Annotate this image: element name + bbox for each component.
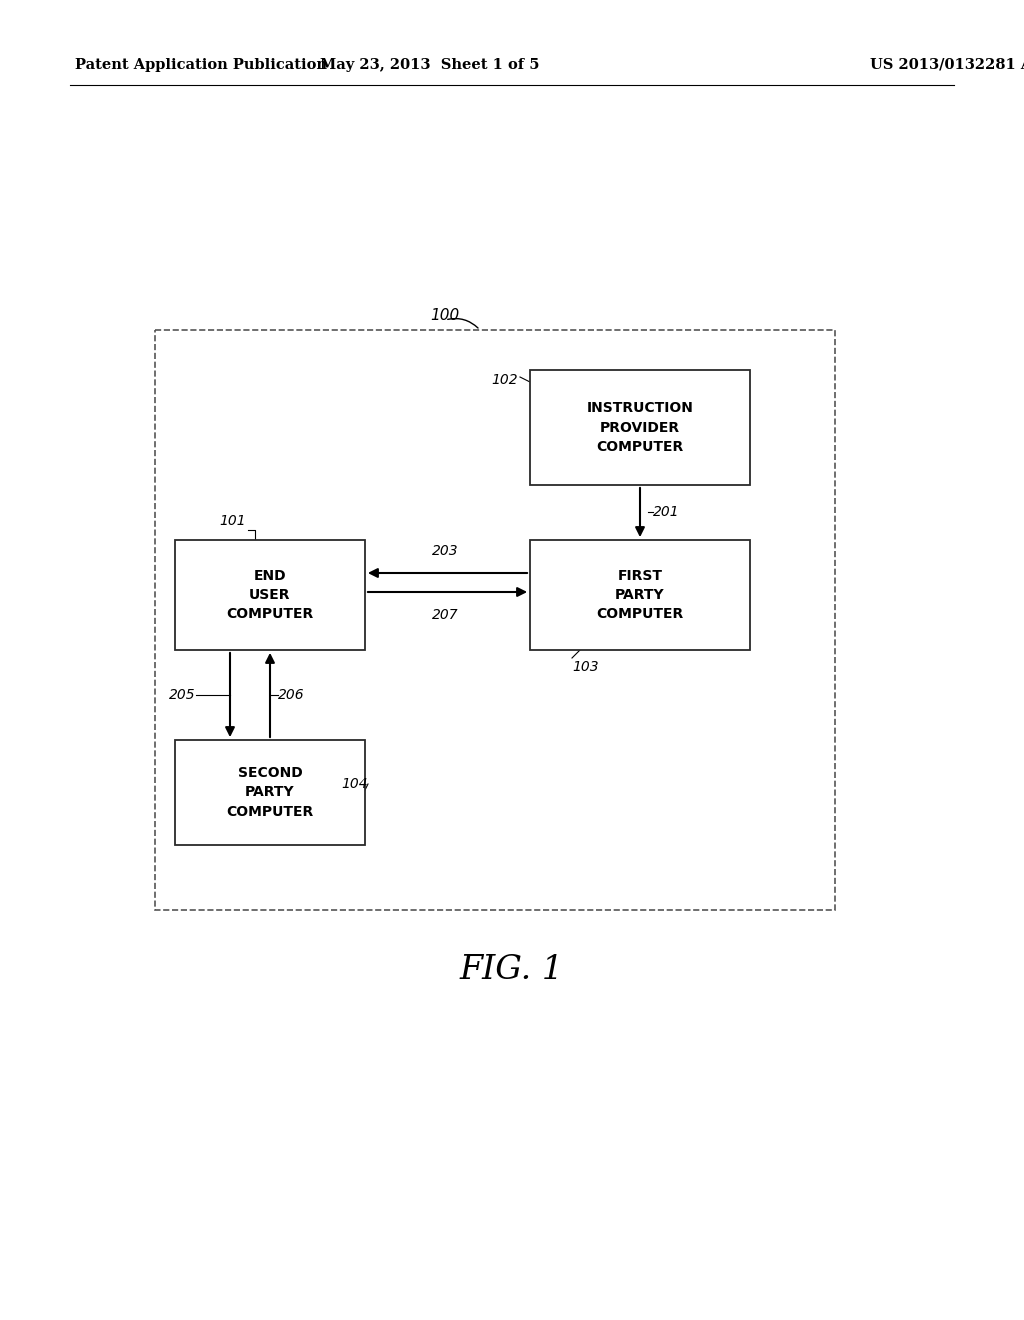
Text: SECOND
PARTY
COMPUTER: SECOND PARTY COMPUTER [226,766,313,818]
Text: 207: 207 [432,609,459,622]
Text: FIG. 1: FIG. 1 [460,954,564,986]
Bar [175,741,365,845]
Bar [530,370,750,484]
Text: 203: 203 [432,544,459,558]
Text: US 2013/0132281 A1: US 2013/0132281 A1 [870,58,1024,73]
Text: END
USER
COMPUTER: END USER COMPUTER [226,569,313,622]
Bar [530,540,750,649]
Text: 100: 100 [430,308,459,322]
Text: 104: 104 [341,777,368,791]
Text: 102: 102 [492,374,518,387]
Text: May 23, 2013  Sheet 1 of 5: May 23, 2013 Sheet 1 of 5 [321,58,540,73]
Text: 101: 101 [219,513,246,528]
Text: FIRST
PARTY
COMPUTER: FIRST PARTY COMPUTER [596,569,684,622]
Bar [155,330,835,909]
Text: 206: 206 [278,688,304,702]
Text: 103: 103 [572,660,599,675]
Bar [175,540,365,649]
Text: 205: 205 [169,688,196,702]
Text: INSTRUCTION
PROVIDER
COMPUTER: INSTRUCTION PROVIDER COMPUTER [587,401,693,454]
Text: Patent Application Publication: Patent Application Publication [75,58,327,73]
Text: 201: 201 [653,506,680,519]
